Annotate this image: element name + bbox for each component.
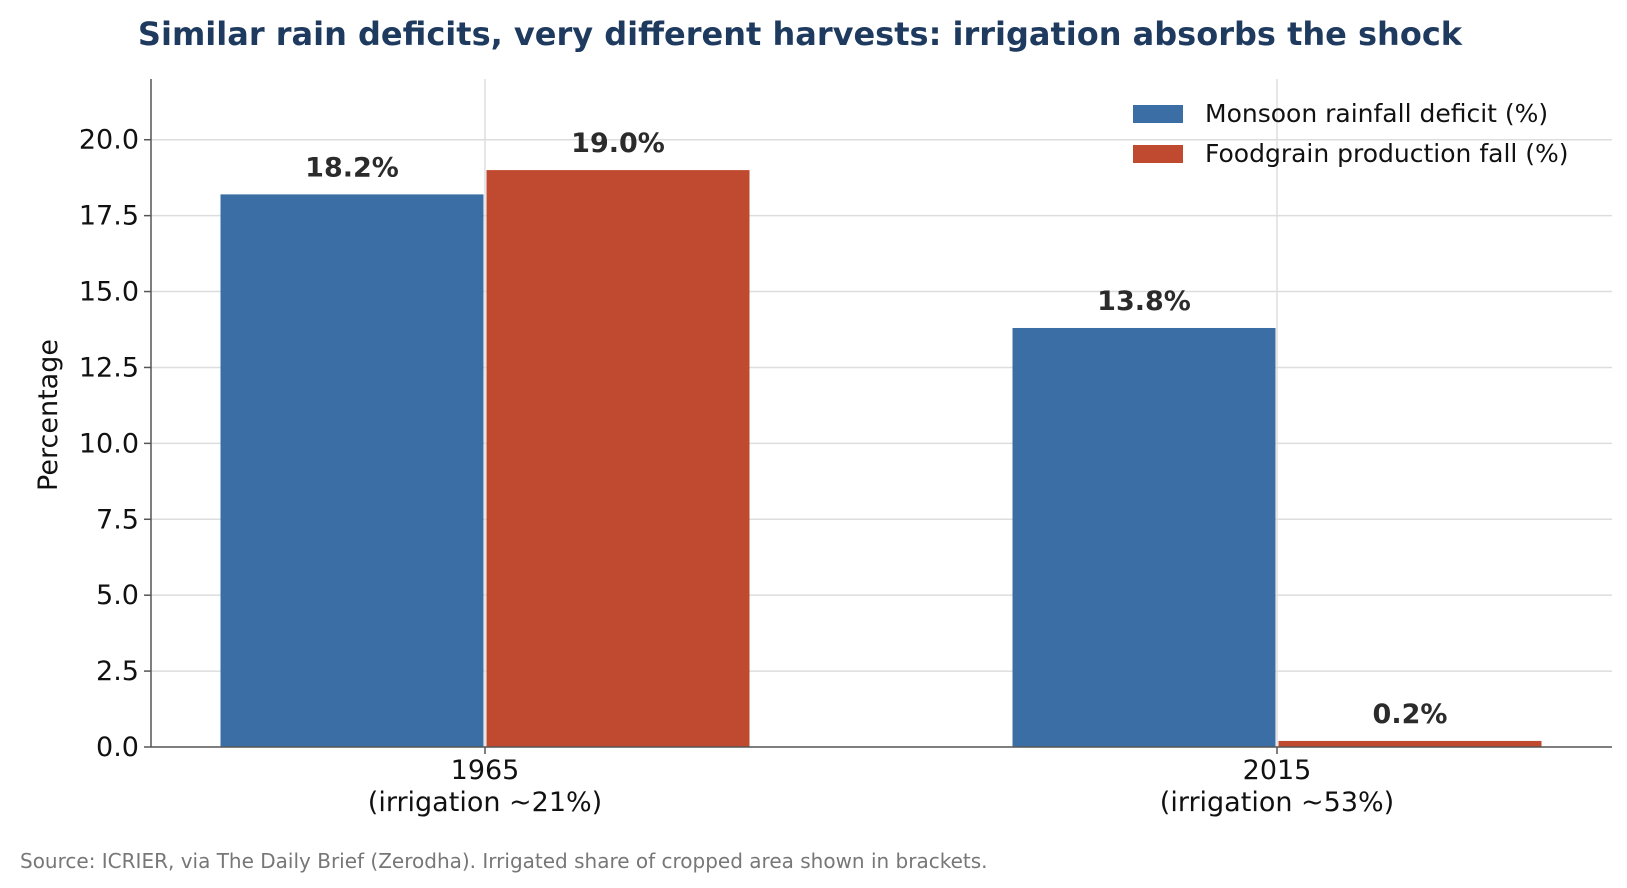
y-tick-label: 2.5 [96, 656, 139, 687]
y-tick-label: 15.0 [79, 277, 139, 308]
bar [1012, 327, 1276, 747]
data-label: 0.2% [1373, 699, 1448, 730]
y-axis-label: Percentage [33, 339, 64, 491]
y-tick-label: 10.0 [79, 428, 139, 459]
x-tick-label: 1965 (irrigation ~21%) [368, 755, 602, 818]
bars [220, 170, 1542, 747]
y-tick-label: 5.0 [96, 580, 139, 611]
data-label: 13.8% [1097, 286, 1191, 317]
bar [486, 170, 750, 747]
y-tick-label: 0.0 [96, 732, 139, 763]
y-tick-label: 12.5 [79, 352, 139, 383]
legend: Monsoon rainfall deficit (%) Foodgrain pr… [1133, 99, 1569, 168]
legend-label: Monsoon rainfall deficit (%) [1205, 99, 1548, 128]
axes: 0.0 2.5 5.0 7.5 10.0 12.5 15.0 17.5 20.0 1965 (irr… [79, 79, 1612, 818]
legend-label: Foodgrain production fall (%) [1205, 139, 1569, 168]
bar [220, 194, 484, 747]
legend-swatch [1133, 105, 1183, 123]
bar [1278, 740, 1542, 747]
y-tick-label: 7.5 [96, 504, 139, 535]
y-tick-label: 20.0 [79, 125, 139, 156]
data-label: 19.0% [571, 128, 665, 159]
data-label: 18.2% [305, 152, 399, 183]
data-labels: 18.2% 13.8% 19.0% 0.2% [305, 128, 1447, 730]
source-note: Source: ICRIER, via The Daily Brief (Zer… [20, 849, 988, 873]
y-tick-label: 17.5 [79, 201, 139, 232]
x-tick-label: 2015 (irrigation ~53%) [1160, 755, 1394, 818]
chart-title: Similar rain deficits, very different ha… [138, 15, 1463, 53]
legend-swatch [1133, 145, 1183, 163]
